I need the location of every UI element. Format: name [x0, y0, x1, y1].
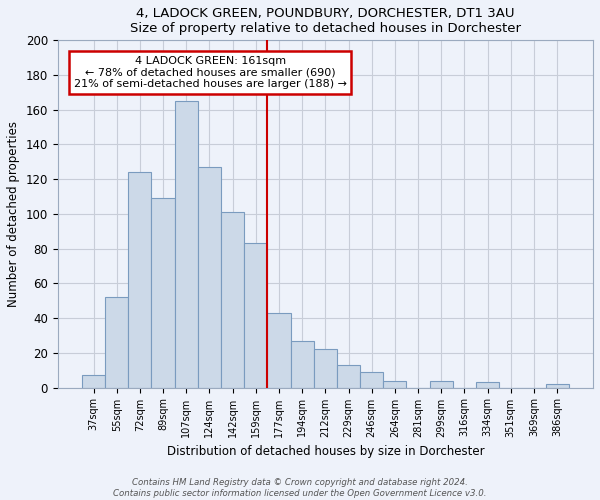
- Bar: [290, 340, 314, 388]
- Bar: [151, 198, 175, 388]
- Bar: [175, 101, 198, 388]
- Bar: [360, 372, 383, 388]
- Bar: [82, 376, 105, 388]
- Bar: [268, 313, 290, 388]
- Bar: [128, 172, 151, 388]
- Bar: [337, 365, 360, 388]
- Bar: [476, 382, 499, 388]
- Bar: [545, 384, 569, 388]
- Bar: [430, 380, 453, 388]
- Bar: [105, 298, 128, 388]
- Y-axis label: Number of detached properties: Number of detached properties: [7, 121, 20, 307]
- Bar: [198, 167, 221, 388]
- Text: Contains HM Land Registry data © Crown copyright and database right 2024.
Contai: Contains HM Land Registry data © Crown c…: [113, 478, 487, 498]
- X-axis label: Distribution of detached houses by size in Dorchester: Distribution of detached houses by size …: [167, 445, 484, 458]
- Bar: [244, 244, 268, 388]
- Bar: [221, 212, 244, 388]
- Text: 4 LADOCK GREEN: 161sqm
← 78% of detached houses are smaller (690)
21% of semi-de: 4 LADOCK GREEN: 161sqm ← 78% of detached…: [74, 56, 347, 89]
- Bar: [314, 350, 337, 388]
- Bar: [383, 380, 406, 388]
- Title: 4, LADOCK GREEN, POUNDBURY, DORCHESTER, DT1 3AU
Size of property relative to det: 4, LADOCK GREEN, POUNDBURY, DORCHESTER, …: [130, 7, 521, 35]
